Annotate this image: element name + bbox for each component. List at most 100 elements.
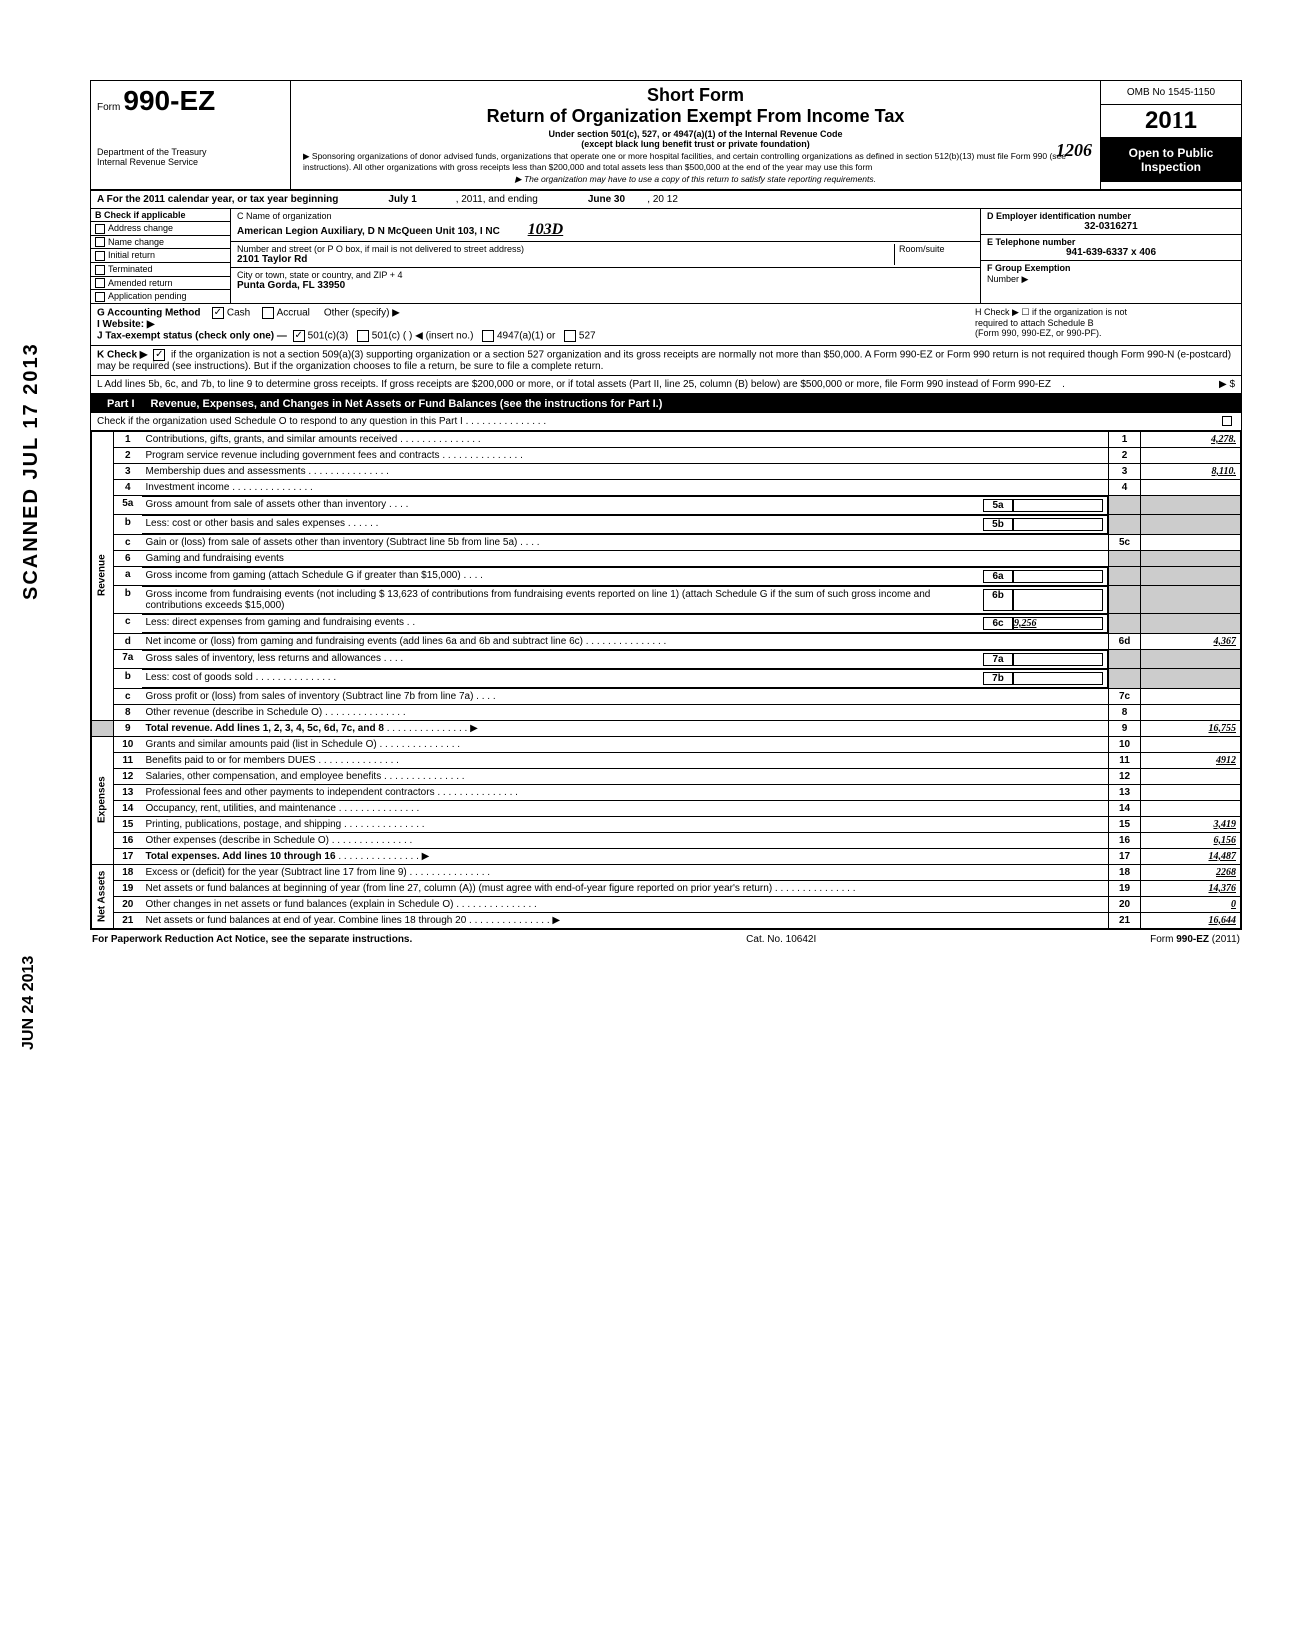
city-label: City or town, state or country, and ZIP … xyxy=(237,270,974,280)
line-13: 13 Professional fees and other payments … xyxy=(92,784,1241,800)
j-label: J Tax-exempt status (check only one) — xyxy=(97,330,287,341)
h-line2: required to attach Schedule B xyxy=(975,318,1235,328)
open-line2: Inspection xyxy=(1105,160,1237,174)
line-10: Expenses 10 Grants and similar amounts p… xyxy=(92,736,1241,752)
val-19: 14,376 xyxy=(1209,883,1237,894)
org-name-label: C Name of organization xyxy=(237,211,974,221)
line-12: 12 Salaries, other compensation, and emp… xyxy=(92,768,1241,784)
jun-date-stamp: JUN 24 2013 xyxy=(20,956,38,1050)
val-6c: 9,256 xyxy=(1013,617,1103,630)
addr-row: Number and street (or P O box, if mail i… xyxy=(231,242,980,268)
line-6d: d Net income or (loss) from gaming and f… xyxy=(92,633,1241,649)
chk-pending[interactable]: Application pending xyxy=(91,290,230,303)
part1-header: Part I Revenue, Expenses, and Changes in… xyxy=(91,395,1241,413)
chk-527[interactable] xyxy=(564,330,576,342)
chk-terminated[interactable]: Terminated xyxy=(91,263,230,277)
chk-name-change[interactable]: Name change xyxy=(91,236,230,250)
line-7c: c Gross profit or (loss) from sales of i… xyxy=(92,688,1241,704)
form-990ez: Form 990-EZ Department of the Treasury I… xyxy=(90,80,1242,930)
chk-accrual[interactable] xyxy=(262,307,274,319)
line-5a: 5a Gross amount from sale of assets othe… xyxy=(92,495,1241,515)
line-6c: c Less: direct expenses from gaming and … xyxy=(92,614,1241,634)
val-13 xyxy=(1141,784,1241,800)
h-line1: H Check ▶ ☐ if the organization is not xyxy=(975,307,1235,318)
vert-expenses: Expenses xyxy=(92,736,114,864)
chk-k[interactable]: ✓ xyxy=(153,349,165,361)
line-16: 16 Other expenses (describe in Schedule … xyxy=(92,832,1241,848)
val-6d: 4,367 xyxy=(1214,636,1237,647)
val-18: 2268 xyxy=(1216,867,1236,878)
hand-1206: 1206 xyxy=(1056,140,1092,161)
except-note: (except black lung benefit trust or priv… xyxy=(299,139,1092,149)
accounting-method: G Accounting Method ✓Cash Accrual Other … xyxy=(97,307,975,319)
title-return: Return of Organization Exempt From Incom… xyxy=(299,106,1092,127)
k-text: if the organization is not a section 509… xyxy=(97,349,1231,371)
phone-label: E Telephone number xyxy=(987,237,1235,247)
line-19: 19 Net assets or fund balances at beginn… xyxy=(92,880,1241,896)
line-20: 20 Other changes in net assets or fund b… xyxy=(92,896,1241,912)
chk-501c3[interactable]: ✓ xyxy=(293,330,305,342)
val-5c xyxy=(1141,534,1241,550)
row-a-mid: , 2011, and ending xyxy=(456,194,538,205)
part1-check-text: Check if the organization used Schedule … xyxy=(97,416,463,427)
line-7a: 7a Gross sales of inventory, less return… xyxy=(92,649,1241,669)
org-name: American Legion Auxiliary, D N McQueen U… xyxy=(237,226,500,237)
part1-check-row: Check if the organization used Schedule … xyxy=(91,413,1241,431)
header-right: OMB No 1545-1150 2011 Open to Public Ins… xyxy=(1101,81,1241,189)
phone-value: 941-639-6337 x 406 xyxy=(987,247,1235,258)
chk-amended[interactable]: Amended return xyxy=(91,277,230,291)
group-exempt-row: F Group Exemption Number ▶ xyxy=(981,261,1241,287)
val-2 xyxy=(1141,447,1241,463)
line-21: 21 Net assets or fund balances at end of… xyxy=(92,912,1241,928)
chk-schedule-o[interactable] xyxy=(1222,416,1232,426)
row-a-begin: July 1 xyxy=(388,194,416,205)
l-arrow: ▶ $ xyxy=(1219,379,1235,390)
chk-initial-return[interactable]: Initial return xyxy=(91,249,230,263)
line-1: Revenue 1 Contributions, gifts, grants, … xyxy=(92,431,1241,447)
city-value: Punta Gorda, FL 33950 xyxy=(237,280,345,291)
val-14 xyxy=(1141,800,1241,816)
val-8 xyxy=(1141,704,1241,720)
tax-exempt-row: J Tax-exempt status (check only one) — ✓… xyxy=(97,330,975,342)
row-gij: G Accounting Method ✓Cash Accrual Other … xyxy=(91,304,1241,346)
l-text: L Add lines 5b, 6c, and 7b, to line 9 to… xyxy=(97,379,1051,390)
line-6b: b Gross income from fundraising events (… xyxy=(92,586,1241,614)
ein-row: D Employer identification number 32-0316… xyxy=(981,209,1241,235)
line-6: 6 Gaming and fundraising events xyxy=(92,550,1241,566)
open-line1: Open to Public xyxy=(1105,146,1237,160)
addr-label: Number and street (or P O box, if mail i… xyxy=(237,244,894,254)
row-a-label: A For the 2011 calendar year, or tax yea… xyxy=(97,194,338,205)
part1-table: Revenue 1 Contributions, gifts, grants, … xyxy=(91,431,1241,929)
chk-address-change[interactable]: Address change xyxy=(91,222,230,236)
val-16: 6,156 xyxy=(1214,835,1237,846)
org-name-hand: 103D xyxy=(528,221,564,238)
line-4: 4 Investment income 4 xyxy=(92,479,1241,495)
row-a-year: , 20 12 xyxy=(647,194,678,205)
footer-right: Form 990-EZ (2011) xyxy=(1150,934,1240,945)
g-label: G Accounting Method xyxy=(97,307,201,318)
line-9: 9 Total revenue. Add lines 1, 2, 3, 4, 5… xyxy=(92,720,1241,736)
row-h: H Check ▶ ☐ if the organization is not r… xyxy=(975,307,1235,342)
val-3: 8,110. xyxy=(1212,466,1236,477)
col-c-org-info: C Name of organization American Legion A… xyxy=(231,209,981,303)
val-10 xyxy=(1141,736,1241,752)
sponsor-note: ▶ Sponsoring organizations of donor advi… xyxy=(299,151,1092,172)
header-center: Short Form Return of Organization Exempt… xyxy=(291,81,1101,189)
row-a-end: June 30 xyxy=(588,194,625,205)
line-17: 17 Total expenses. Add lines 10 through … xyxy=(92,848,1241,864)
page-footer: For Paperwork Reduction Act Notice, see … xyxy=(90,930,1242,949)
city-row: City or town, state or country, and ZIP … xyxy=(231,268,980,293)
org-name-row: C Name of organization American Legion A… xyxy=(231,209,980,242)
row-k: K Check ▶ ✓ if the organization is not a… xyxy=(91,346,1241,376)
form-label: Form xyxy=(97,102,120,113)
chk-501c[interactable] xyxy=(357,330,369,342)
title-short-form: Short Form xyxy=(299,85,1092,106)
val-12 xyxy=(1141,768,1241,784)
chk-4947[interactable] xyxy=(482,330,494,342)
ein-label: D Employer identification number xyxy=(987,211,1235,221)
chk-cash[interactable]: ✓ xyxy=(212,307,224,319)
row-l: L Add lines 5b, 6c, and 7b, to line 9 to… xyxy=(91,376,1241,395)
line-5b: b Less: cost or other basis and sales ex… xyxy=(92,515,1241,535)
ein-value: 32-0316271 xyxy=(987,221,1235,232)
line-3: 3 Membership dues and assessments 3 8,11… xyxy=(92,463,1241,479)
